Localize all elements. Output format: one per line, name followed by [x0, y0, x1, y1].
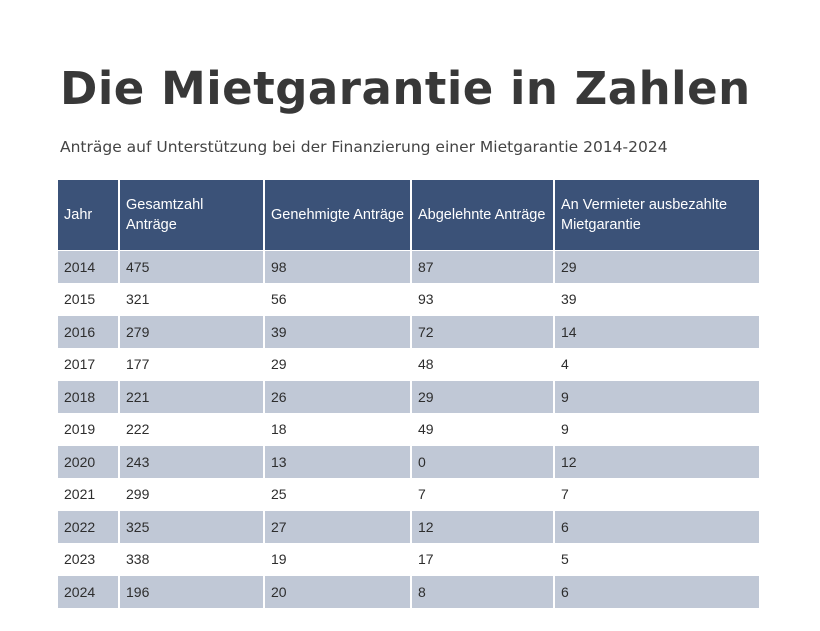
- table-cell: 9: [553, 380, 759, 413]
- page-title: Die Mietgarantie in Zahlen: [60, 62, 751, 115]
- table-cell: 338: [118, 542, 264, 576]
- table-cell: 0: [410, 445, 554, 478]
- data-table: Jahr Gesamtzahl Anträge Genehmigte Anträge…: [58, 180, 759, 608]
- table-cell: 18: [263, 412, 411, 446]
- table-row: 2020 243 13 0 12: [58, 445, 759, 478]
- table-cell: 2022: [58, 510, 119, 543]
- table-cell: 475: [118, 250, 264, 283]
- table-cell: 2016: [58, 315, 119, 348]
- table-cell: 39: [263, 315, 411, 348]
- table-cell: 2017: [58, 347, 119, 381]
- table-cell: 2015: [58, 282, 119, 316]
- table-row: 2017 177 29 48 4: [58, 347, 759, 381]
- table-cell: 279: [118, 315, 264, 348]
- column-header: An Vermieter ausbezahlte Mietgarantie: [553, 180, 759, 251]
- table-cell: 196: [118, 575, 264, 608]
- table-row: 2022 325 27 12 6: [58, 510, 759, 543]
- table-cell: 2020: [58, 445, 119, 478]
- table-cell: 56: [263, 282, 411, 316]
- table-row: 2021 299 25 7 7: [58, 477, 759, 511]
- column-header: Jahr: [58, 180, 119, 251]
- table-cell: 9: [553, 412, 759, 446]
- table-cell: 7: [410, 477, 554, 511]
- table-cell: 93: [410, 282, 554, 316]
- table-cell: 19: [263, 542, 411, 576]
- table-cell: 5: [553, 542, 759, 576]
- table-cell: 2024: [58, 575, 119, 608]
- table-header-row: Jahr Gesamtzahl Anträge Genehmigte Anträge…: [58, 180, 759, 251]
- table-cell: 325: [118, 510, 264, 543]
- table-cell: 25: [263, 477, 411, 511]
- table-cell: 26: [263, 380, 411, 413]
- table-cell: 2023: [58, 542, 119, 576]
- table-cell: 20: [263, 575, 411, 608]
- table-cell: 222: [118, 412, 264, 446]
- table-cell: 6: [553, 510, 759, 543]
- table-cell: 8: [410, 575, 554, 608]
- table-cell: 14: [553, 315, 759, 348]
- table-cell: 12: [410, 510, 554, 543]
- column-header: Genehmigte Anträge: [263, 180, 411, 251]
- table-cell: 98: [263, 250, 411, 283]
- table-cell: 39: [553, 282, 759, 316]
- table-cell: 221: [118, 380, 264, 413]
- table-cell: 2014: [58, 250, 119, 283]
- table-cell: 13: [263, 445, 411, 478]
- table-row: 2023 338 19 17 5: [58, 542, 759, 576]
- table-row: 2016 279 39 72 14: [58, 315, 759, 348]
- table-cell: 243: [118, 445, 264, 478]
- table-cell: 321: [118, 282, 264, 316]
- column-header: Gesamtzahl Anträge: [118, 180, 264, 251]
- table-cell: 7: [553, 477, 759, 511]
- table-cell: 17: [410, 542, 554, 576]
- table-cell: 299: [118, 477, 264, 511]
- table-row: 2018 221 26 29 9: [58, 380, 759, 413]
- table-cell: 177: [118, 347, 264, 381]
- table-cell: 27: [263, 510, 411, 543]
- table-row: 2019 222 18 49 9: [58, 412, 759, 446]
- table-row: 2014 475 98 87 29: [58, 250, 759, 283]
- table-cell: 87: [410, 250, 554, 283]
- table-cell: 29: [553, 250, 759, 283]
- table-cell: 29: [410, 380, 554, 413]
- table-cell: 49: [410, 412, 554, 446]
- table-cell: 12: [553, 445, 759, 478]
- table-cell: 72: [410, 315, 554, 348]
- table-row: 2024 196 20 8 6: [58, 575, 759, 608]
- table-cell: 6: [553, 575, 759, 608]
- page-subtitle: Anträge auf Unterstützung bei der Finanz…: [60, 138, 668, 156]
- table-cell: 2021: [58, 477, 119, 511]
- table-row: 2015 321 56 93 39: [58, 282, 759, 316]
- table-cell: 2019: [58, 412, 119, 446]
- table-cell: 2018: [58, 380, 119, 413]
- column-header: Abgelehnte Anträge: [410, 180, 554, 251]
- table-cell: 48: [410, 347, 554, 381]
- table-cell: 29: [263, 347, 411, 381]
- table-cell: 4: [553, 347, 759, 381]
